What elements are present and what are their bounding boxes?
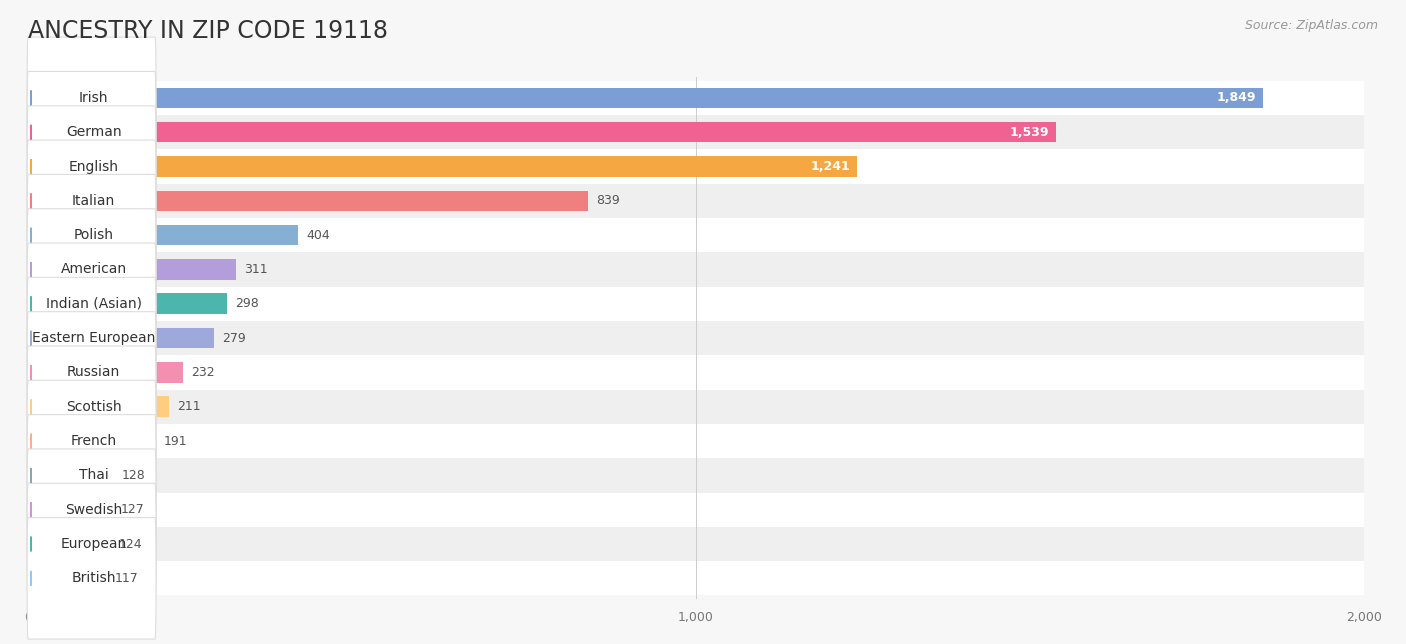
Bar [28,225,298,245]
Text: German: German [66,125,121,139]
Text: Russian: Russian [67,365,121,379]
Bar [28,568,107,589]
Text: 404: 404 [307,229,329,242]
Text: Thai: Thai [79,468,108,482]
Bar [0,252,1406,287]
FancyBboxPatch shape [27,243,156,365]
Text: 1,849: 1,849 [1216,91,1257,104]
Bar [28,328,215,348]
Text: 298: 298 [235,298,259,310]
Bar [28,362,183,383]
Bar [0,355,1406,390]
Text: 128: 128 [122,469,145,482]
Text: European: European [60,537,127,551]
FancyBboxPatch shape [27,415,156,536]
Text: Source: ZipAtlas.com: Source: ZipAtlas.com [1244,19,1378,32]
Bar [0,561,1406,596]
Text: Eastern European: Eastern European [32,331,156,345]
Text: Irish: Irish [79,91,108,105]
Text: Scottish: Scottish [66,400,121,413]
Text: 124: 124 [120,538,142,551]
Bar [0,287,1406,321]
Text: English: English [69,160,118,173]
Bar [0,115,1406,149]
FancyBboxPatch shape [27,209,156,330]
Bar [0,321,1406,355]
Bar [0,390,1406,424]
FancyBboxPatch shape [27,312,156,433]
Bar [28,191,589,211]
Bar [0,527,1406,561]
FancyBboxPatch shape [27,278,156,399]
Bar [28,259,236,279]
Bar [28,88,1263,108]
Bar [0,149,1406,184]
Bar [28,431,156,451]
FancyBboxPatch shape [27,37,156,158]
Text: Italian: Italian [72,194,115,208]
Bar [0,184,1406,218]
Bar [28,499,112,520]
Text: 1,241: 1,241 [810,160,851,173]
Text: British: British [72,571,115,585]
Text: 839: 839 [596,194,620,207]
Text: 311: 311 [243,263,267,276]
Bar [28,122,1056,142]
FancyBboxPatch shape [27,518,156,639]
Bar [28,294,228,314]
Bar [0,80,1406,115]
Bar [0,459,1406,493]
FancyBboxPatch shape [27,346,156,468]
Bar [28,156,856,177]
Text: ANCESTRY IN ZIP CODE 19118: ANCESTRY IN ZIP CODE 19118 [28,19,388,43]
Text: French: French [70,434,117,448]
FancyBboxPatch shape [27,71,156,193]
Text: 117: 117 [114,572,138,585]
FancyBboxPatch shape [27,483,156,605]
Bar [0,218,1406,252]
Text: 1,539: 1,539 [1010,126,1049,138]
FancyBboxPatch shape [27,381,156,502]
Bar [28,397,169,417]
Text: 191: 191 [163,435,187,448]
Text: Indian (Asian): Indian (Asian) [46,297,142,311]
Text: 127: 127 [121,503,145,516]
FancyBboxPatch shape [27,175,156,296]
Text: 211: 211 [177,400,201,413]
Text: American: American [60,263,127,276]
Text: Polish: Polish [73,228,114,242]
FancyBboxPatch shape [27,449,156,571]
Bar [28,465,114,486]
FancyBboxPatch shape [27,140,156,261]
Bar [28,534,111,554]
FancyBboxPatch shape [27,106,156,227]
Text: 232: 232 [191,366,215,379]
Text: 279: 279 [222,332,246,345]
Bar [0,493,1406,527]
Text: Swedish: Swedish [65,503,122,516]
Bar [0,424,1406,459]
